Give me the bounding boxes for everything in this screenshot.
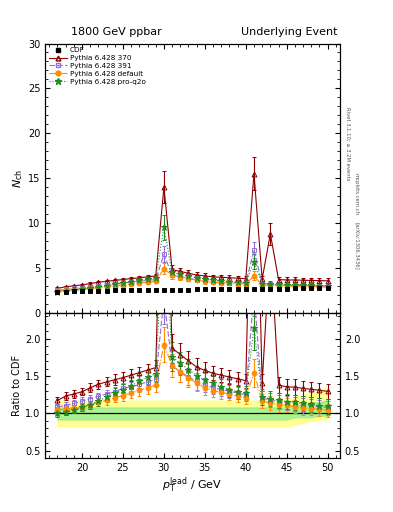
Y-axis label: $N_\mathrm{ch}$: $N_\mathrm{ch}$ — [11, 168, 25, 187]
Legend: CDF, Pythia 6.428 370, Pythia 6.428 391, Pythia 6.428 default, Pythia 6.428 pro-: CDF, Pythia 6.428 370, Pythia 6.428 391,… — [48, 46, 147, 86]
Text: mcplots.cern.ch: mcplots.cern.ch — [354, 174, 359, 216]
Y-axis label: Ratio to CDF: Ratio to CDF — [12, 355, 22, 416]
Text: Underlying Event: Underlying Event — [241, 27, 338, 37]
Text: Rivet 3.1.10; ≥ 3.2M events: Rivet 3.1.10; ≥ 3.2M events — [345, 106, 350, 180]
X-axis label: $p_{\mathrm{T}}^{\mathrm{lead}}$ / GeV: $p_{\mathrm{T}}^{\mathrm{lead}}$ / GeV — [162, 476, 223, 496]
Text: [arXiv:1306.3436]: [arXiv:1306.3436] — [354, 222, 359, 270]
Text: 1800 GeV ppbar: 1800 GeV ppbar — [71, 27, 162, 37]
